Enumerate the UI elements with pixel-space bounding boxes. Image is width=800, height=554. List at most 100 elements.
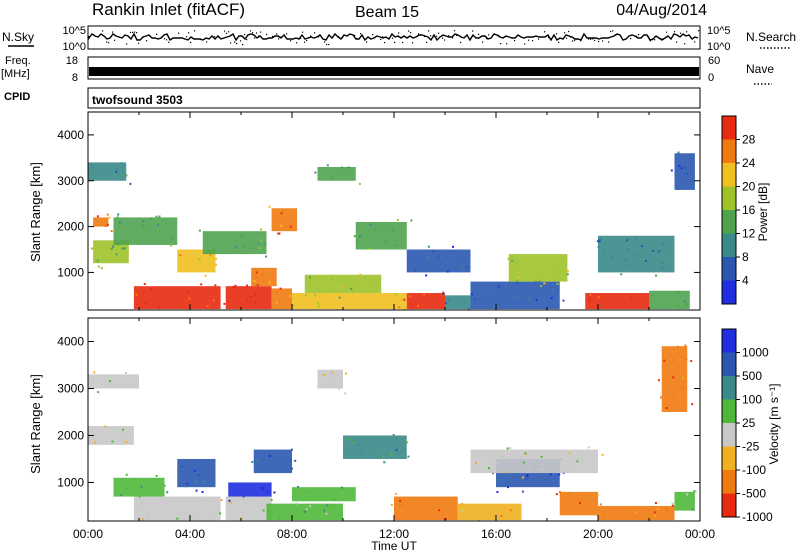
- nsearch-dot: [698, 30, 700, 32]
- freq-tick-bottom: 8: [72, 72, 78, 84]
- nsearch-dot: [654, 39, 656, 41]
- cpid-strip-frame: [87, 87, 701, 109]
- heatmap-pixel: [627, 248, 630, 251]
- heatmap-cell-block: [228, 482, 272, 497]
- nsearch-dot: [674, 31, 676, 33]
- heatmap-pixel: [336, 307, 339, 310]
- heatmap-pixel: [325, 512, 328, 515]
- heatmap-pixel: [253, 280, 256, 283]
- heatmap-pixel: [121, 247, 124, 250]
- heatmap-pixel: [215, 263, 217, 266]
- heatmap-pixel: [677, 290, 680, 293]
- nsearch-dot: [266, 33, 268, 36]
- colorbar-segment: [722, 186, 736, 211]
- time-axis-ticks: 00:00 04:00 08:00 12:00 16:00 20:00 00:00: [73, 527, 715, 541]
- heatmap-pixel: [125, 487, 128, 490]
- heatmap-pixel: [334, 382, 337, 385]
- heatmap-pixel: [344, 372, 347, 375]
- heatmap-pixel: [683, 300, 686, 303]
- heatmap-pixel: [414, 269, 417, 272]
- heatmap-pixel: [556, 282, 559, 285]
- heatmap-pixel: [691, 403, 694, 406]
- nsearch-dot: [366, 41, 368, 43]
- heatmap-pixel: [678, 359, 681, 361]
- nsearch-dot: [454, 30, 456, 32]
- nsearch-dot: [402, 41, 404, 44]
- nsearch-dot: [478, 33, 480, 35]
- heatmap-pixel: [347, 166, 350, 169]
- heatmap-pixel: [566, 270, 569, 272]
- heatmap-cell-block: [598, 235, 675, 273]
- nsearch-dot: [130, 31, 132, 34]
- heatmap-pixel: [90, 247, 93, 250]
- x-axis-label: Time UT: [371, 539, 417, 553]
- nsearch-dot: [310, 35, 312, 37]
- heatmap-pixel: [179, 254, 182, 257]
- heatmap-pixel: [330, 278, 333, 280]
- nsearch-dot: [636, 35, 638, 37]
- heatmap-pixel: [267, 510, 270, 513]
- nsearch-dot: [300, 37, 302, 39]
- heatmap-pixel: [504, 471, 507, 474]
- heatmap-pixel: [653, 511, 656, 514]
- nsearch-dot: [544, 31, 546, 33]
- heatmap-pixel: [400, 298, 403, 301]
- nsearch-dot: [194, 30, 196, 32]
- heatmap-pixel: [684, 344, 687, 347]
- heatmap-cell-block: [88, 374, 139, 389]
- heatmap-pixel: [209, 253, 212, 256]
- heatmap-pixel: [242, 495, 245, 498]
- nsearch-dot: [382, 36, 384, 38]
- nsearch-dot: [594, 39, 596, 41]
- nsearch-dot: [608, 41, 610, 43]
- colorbar-segment: [722, 376, 736, 400]
- heatmap-pixel: [520, 456, 523, 459]
- heatmap-pixel: [157, 223, 160, 226]
- nsearch-dot: [256, 32, 258, 34]
- heatmap-pixel: [316, 302, 319, 305]
- heatmap-pixel: [155, 474, 158, 477]
- heatmap-pixel: [176, 517, 179, 520]
- heatmap-pixel: [507, 257, 510, 260]
- heatmap-pixel: [125, 174, 128, 177]
- heatmap-pixel: [655, 274, 658, 277]
- heatmap-pixel: [467, 307, 470, 310]
- nsky-trace-line: [88, 32, 699, 42]
- heatmap-pixel: [93, 371, 96, 374]
- heatmap-pixel: [682, 386, 684, 389]
- heatmap-pixel: [357, 443, 359, 446]
- heatmap-cell-block: [304, 274, 382, 294]
- heatmap-pixel: [636, 253, 639, 256]
- heatmap-cell-block: [113, 477, 165, 497]
- nsearch-dot: [598, 40, 600, 43]
- heatmap-pixel: [685, 303, 688, 306]
- heatmap-pixel: [251, 460, 254, 463]
- heatmap-pixel: [601, 453, 604, 456]
- heatmap-cell-block: [559, 491, 598, 516]
- heatmap-pixel: [543, 282, 546, 285]
- heatmap-pixel: [528, 297, 531, 300]
- heatmap-pixel: [297, 491, 300, 494]
- heatmap-pixel: [645, 259, 647, 262]
- nsearch-dot: [354, 34, 356, 36]
- nsearch-dot: [186, 36, 188, 38]
- heatmap-pixel: [108, 216, 111, 219]
- power-heatmap-panel: 1000 2000 3000 4000: [57, 111, 701, 311]
- heatmap-pixel: [516, 296, 519, 299]
- heatmap-pixel: [660, 266, 663, 269]
- heatmap-cell-block: [355, 222, 407, 250]
- heatmap-pixel: [537, 451, 540, 454]
- heatmap-cell-block: [343, 435, 407, 459]
- heatmap-pixel: [355, 243, 358, 246]
- heatmap-pixel: [198, 229, 201, 232]
- nsearch-dot: [426, 41, 428, 43]
- nsearch-dot: [662, 38, 664, 40]
- heatmap-pixel: [214, 284, 217, 287]
- heatmap-pixel: [166, 491, 169, 494]
- heatmap-pixel: [341, 486, 343, 489]
- heatmap-pixel: [426, 257, 429, 259]
- heatmap-pixel: [115, 170, 118, 173]
- heatmap-cell-block: [202, 231, 267, 255]
- nsearch-dot: [524, 43, 526, 45]
- heatmap-pixel: [670, 169, 673, 172]
